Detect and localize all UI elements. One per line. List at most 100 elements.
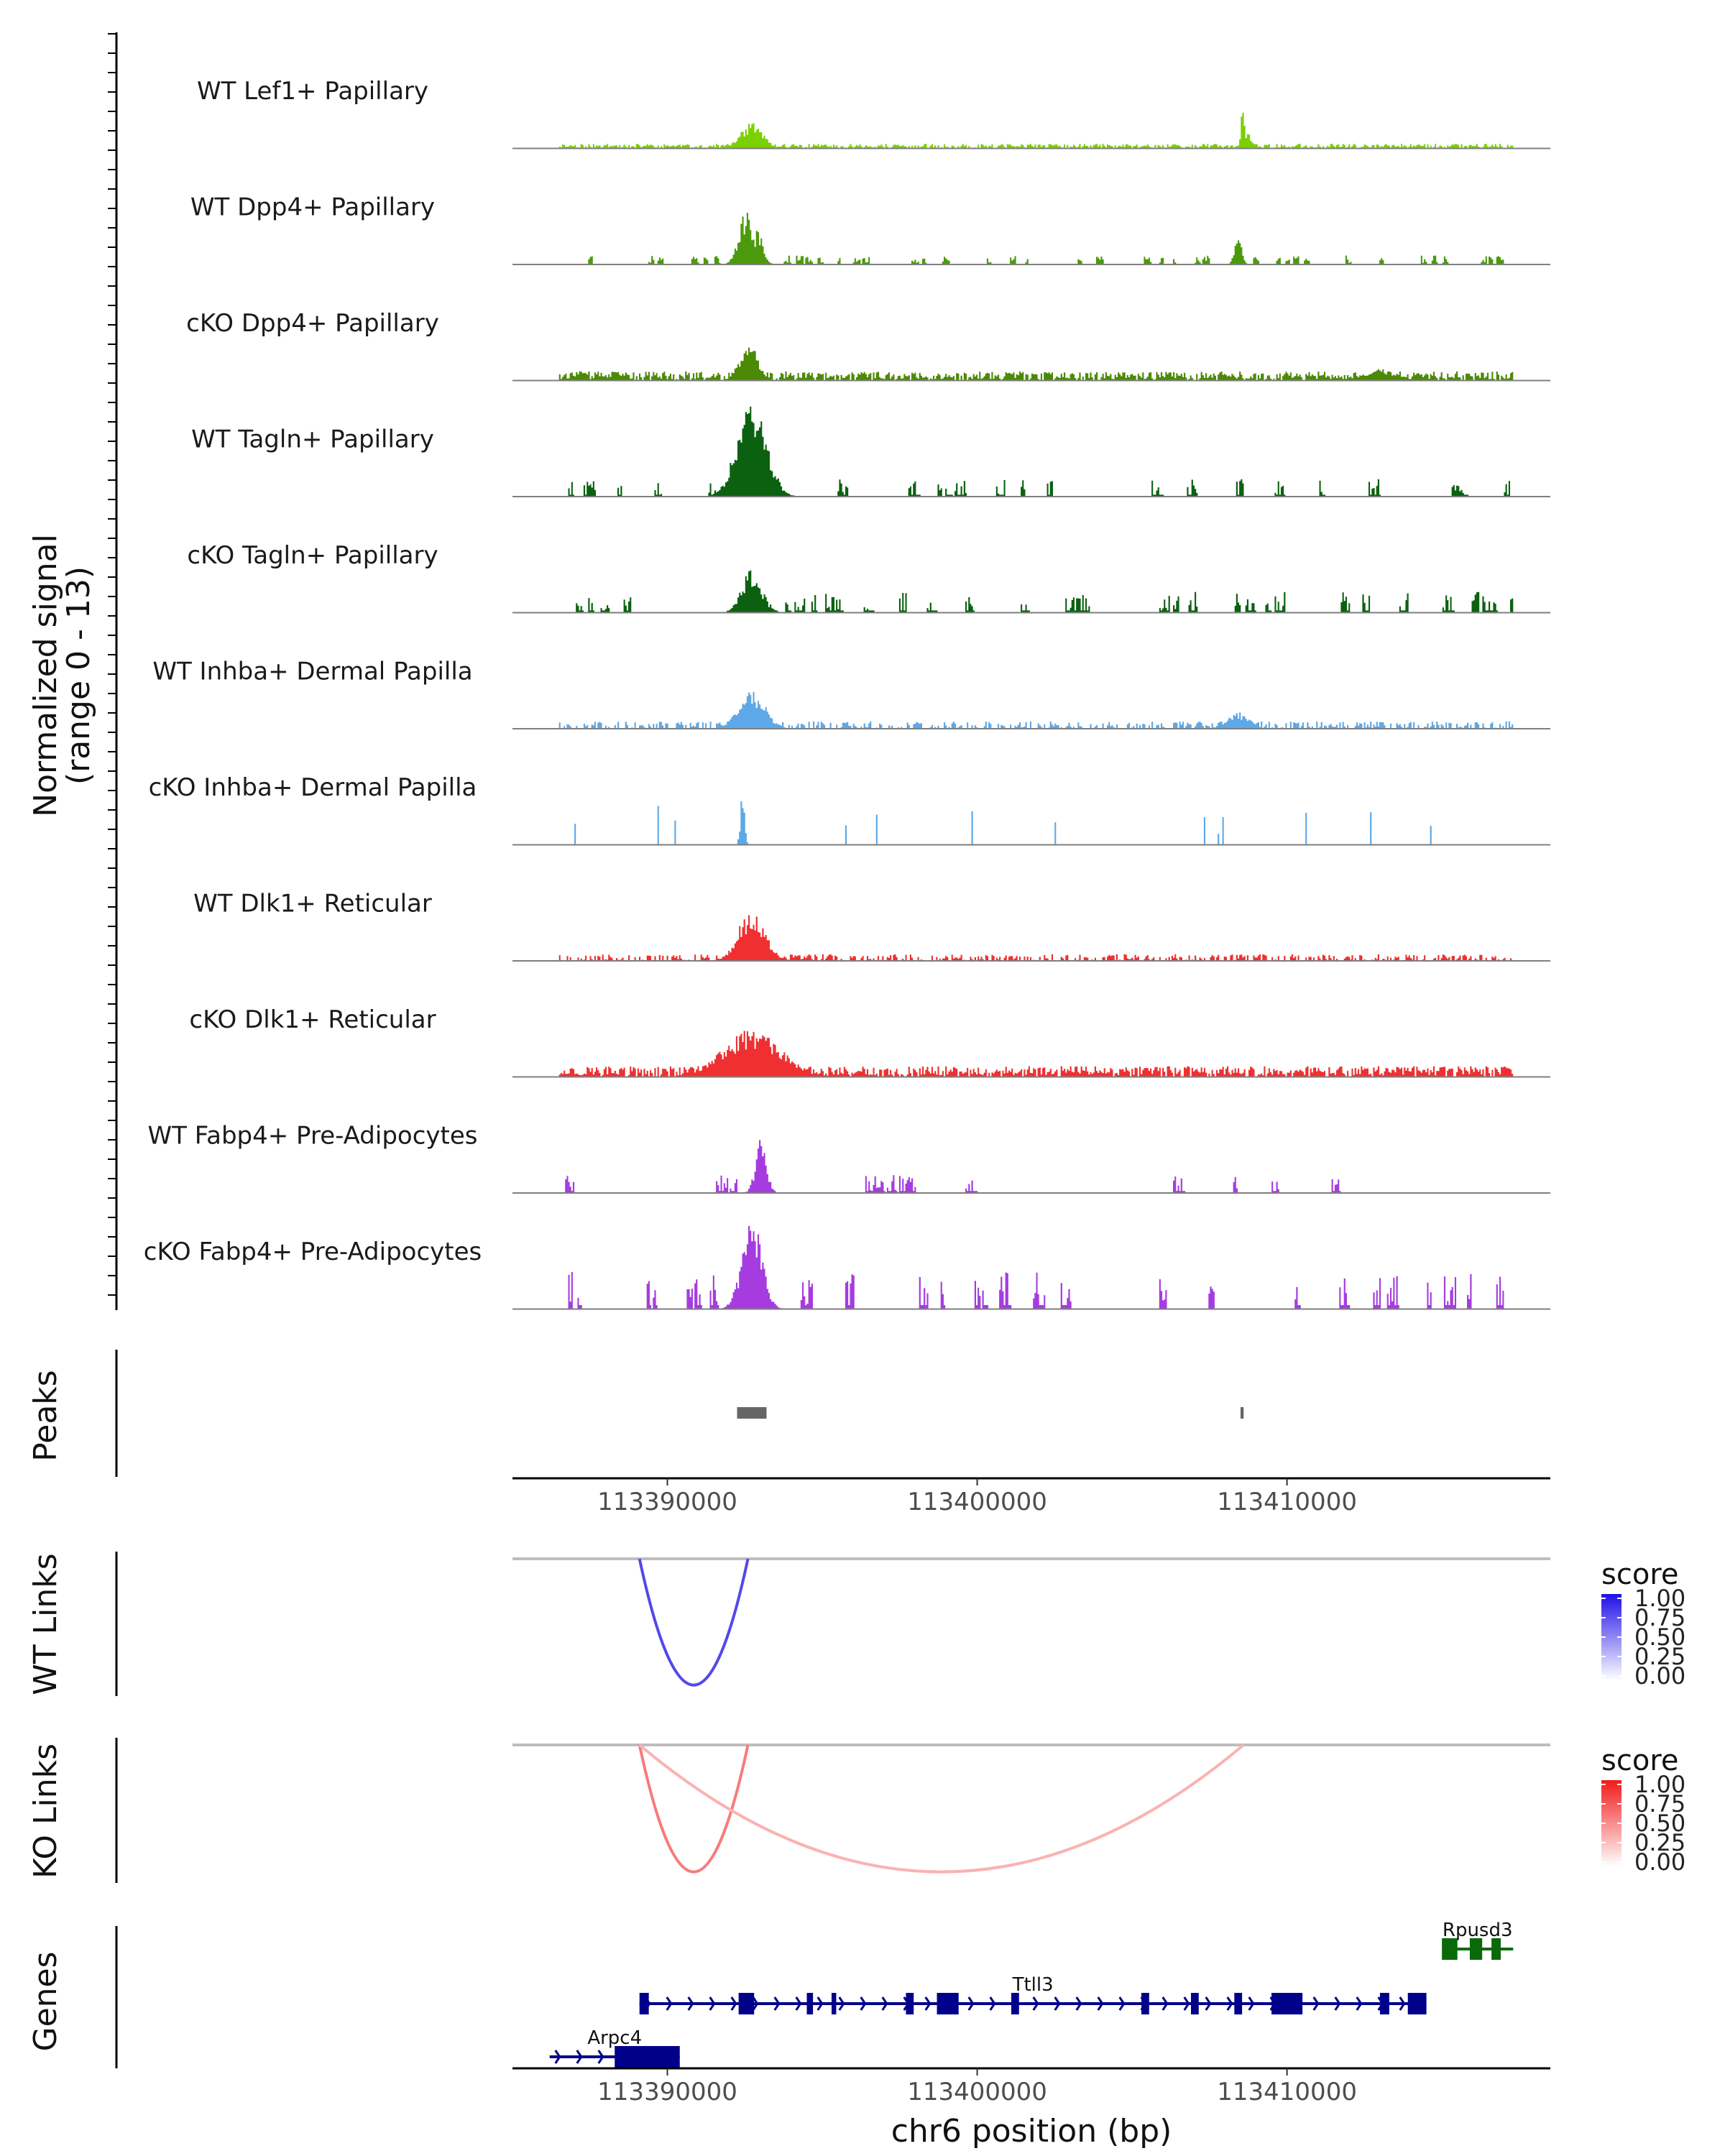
legend-label: 0.25 [1634, 1643, 1685, 1670]
gene-strand-arrow [687, 1996, 694, 2011]
gene-strand-arrow [730, 1996, 737, 2011]
gene-exon [1442, 1938, 1458, 1960]
coverage-area [558, 801, 1514, 845]
coverage-tracks: WT Lef1+ Papillary WT Dpp4+ Papillary cKO … [144, 77, 1550, 1310]
gene-exon [615, 2046, 680, 2068]
wt-links-panel [115, 1552, 1550, 1696]
track-label: cKO Inhba+ Dermal Papilla [149, 773, 477, 802]
gene-exon [937, 1993, 959, 2014]
gene-strand-arrow [838, 1996, 845, 2011]
legend-label: 1.00 [1634, 1585, 1685, 1612]
gene-strand-arrow [1312, 1996, 1320, 2011]
peaks-panel [115, 1350, 1244, 1477]
track-label: WT Inhba+ Dermal Papilla [152, 658, 472, 686]
coverage-y-axis [108, 32, 118, 1310]
gene-strand-arrow [773, 1996, 781, 2011]
x-axis-title: chr6 position (bp) [891, 2113, 1172, 2150]
gene-strand-arrow [1162, 1996, 1169, 2011]
gene-strand-arrow [816, 1996, 824, 2011]
track-label: WT Lef1+ Papillary [197, 77, 428, 106]
track-label: WT Dlk1+ Reticular [193, 890, 432, 918]
gene-strand-arrow [881, 1996, 888, 2011]
gene-exon [1190, 1993, 1199, 2014]
peak-region [737, 1407, 767, 1419]
gene-exon [831, 1993, 837, 2014]
gene-strand-arrow [666, 1996, 673, 2011]
gene-strand-arrow [709, 1996, 716, 2011]
gene-exon [1491, 1938, 1501, 1960]
legend-label: 1.00 [1634, 1771, 1685, 1798]
ko-links-axis-title: KO Links [27, 1743, 64, 1879]
gene-strand-arrow [989, 1996, 996, 2011]
coverage-area [558, 213, 1514, 264]
track-label: WT Dpp4+ Papillary [190, 193, 435, 222]
gene-exon [738, 1993, 755, 2014]
wt-link-arc [638, 1558, 750, 1687]
legend-title: score [1601, 1558, 1678, 1591]
gene-strand-arrow [1248, 1996, 1255, 2011]
ko-link-arc [638, 1744, 750, 1874]
track-label: WT Fabp4+ Pre-Adipocytes [148, 1122, 478, 1151]
gene-strand-arrow [1118, 1996, 1126, 2011]
wt-links-axis-title: WT Links [27, 1553, 64, 1695]
gene-strand-arrow [967, 1996, 975, 2011]
gene-exon [1379, 1993, 1389, 2014]
track-label: cKO Dlk1+ Reticular [189, 1005, 436, 1034]
gene-exon [1271, 1993, 1303, 2014]
legend-title: score [1601, 1744, 1678, 1777]
gene-strand-arrow [1399, 1996, 1406, 2011]
gene-label: Arpc4 [587, 2027, 642, 2049]
x-tick-label: 113400000 [907, 1488, 1047, 1516]
track-label: cKO Dpp4+ Papillary [186, 309, 439, 338]
gene-strand-arrow [1205, 1996, 1212, 2011]
gene-exon [1141, 1993, 1149, 2014]
gene-exon [1469, 1938, 1483, 1960]
coverage-area [558, 112, 1514, 149]
legend-label: 0.50 [1634, 1623, 1685, 1651]
gene-strand-arrow [1075, 1996, 1082, 2011]
coverage-area [558, 915, 1514, 961]
x-tick-label: 113410000 [1217, 2078, 1357, 2106]
gene-strand-arrow [554, 2050, 561, 2064]
legend-label: 0.00 [1634, 1848, 1685, 1876]
gene-strand-arrow [1226, 1996, 1233, 2011]
legend-label: 0.00 [1634, 1662, 1685, 1690]
gene-exon [1234, 1993, 1243, 2014]
gene-exon [1011, 1993, 1019, 2014]
peaks-axis-title: Peaks [27, 1370, 64, 1461]
genes-axis-title: Genes [27, 1951, 64, 2051]
ko-link-arc [638, 1743, 1245, 1874]
ko-links-panel [115, 1738, 1550, 1883]
legend-label: 0.75 [1634, 1790, 1685, 1818]
gene-label: Ttll3 [1012, 1974, 1054, 1996]
gene-strand-arrow [1334, 1996, 1341, 2011]
genes-panel: Arpc4 Ttll3 Rpusd3 [115, 1920, 1514, 2068]
legend-label: 0.25 [1634, 1829, 1685, 1856]
track-label: cKO Tagln+ Papillary [187, 541, 438, 570]
gene-strand-arrow [597, 2050, 604, 2064]
x-tick-label: 113390000 [597, 1488, 737, 1516]
coverage-axis-title-line2: (range 0 - 13) [60, 566, 97, 785]
coverage-area [558, 1031, 1514, 1077]
x-tick-label: 113390000 [597, 2078, 737, 2106]
x-tick-label: 113410000 [1217, 1488, 1357, 1516]
gene-strand-arrow [795, 1996, 802, 2011]
coverage-area [558, 1225, 1514, 1309]
track-label: cKO Fabp4+ Pre-Adipocytes [144, 1238, 482, 1266]
coverage-area [558, 691, 1514, 729]
gene-strand-arrow [576, 2050, 583, 2064]
track-label: WT Tagln+ Papillary [191, 425, 434, 454]
legend-label: 0.50 [1634, 1810, 1685, 1837]
gene-exon [1407, 1993, 1427, 2014]
gene-exon [806, 1993, 814, 2014]
coverage-area [558, 1140, 1514, 1193]
gene-strand-arrow [1097, 1996, 1104, 2011]
gene-exon [906, 1993, 914, 2014]
peak-region [1240, 1407, 1244, 1419]
gene-exon [639, 1993, 649, 2014]
gene-strand-arrow [752, 1996, 759, 2011]
x-tick-label: 113400000 [907, 2078, 1047, 2106]
